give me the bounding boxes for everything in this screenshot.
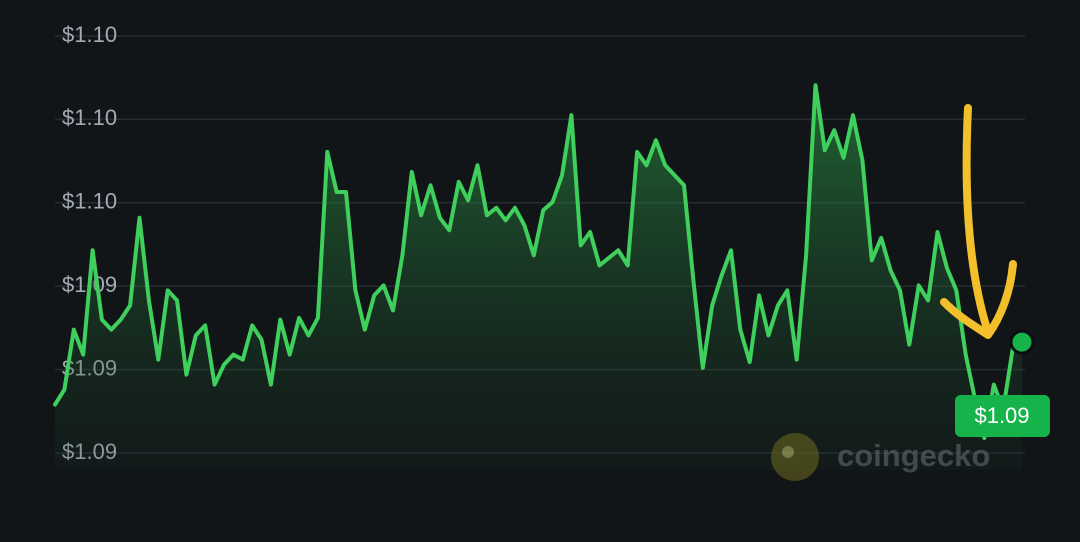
y-tick-label: $1.10 (62, 105, 117, 130)
price-line (53, 83, 1024, 440)
watermark: coingecko (771, 433, 990, 481)
logo (771, 433, 819, 481)
logo-eye (782, 446, 794, 458)
current-price: $1.09 (974, 403, 1029, 428)
watermark-text: coingecko (837, 438, 990, 473)
price-badge: $1.09 (955, 395, 1050, 437)
y-tick-label: $1.10 (62, 22, 117, 47)
y-tick-label: $1.10 (62, 189, 117, 214)
badge-box (955, 395, 1050, 437)
last-point (1009, 329, 1035, 355)
arrow-annotation (940, 104, 1017, 339)
area (55, 85, 1022, 470)
plot (53, 83, 1035, 470)
